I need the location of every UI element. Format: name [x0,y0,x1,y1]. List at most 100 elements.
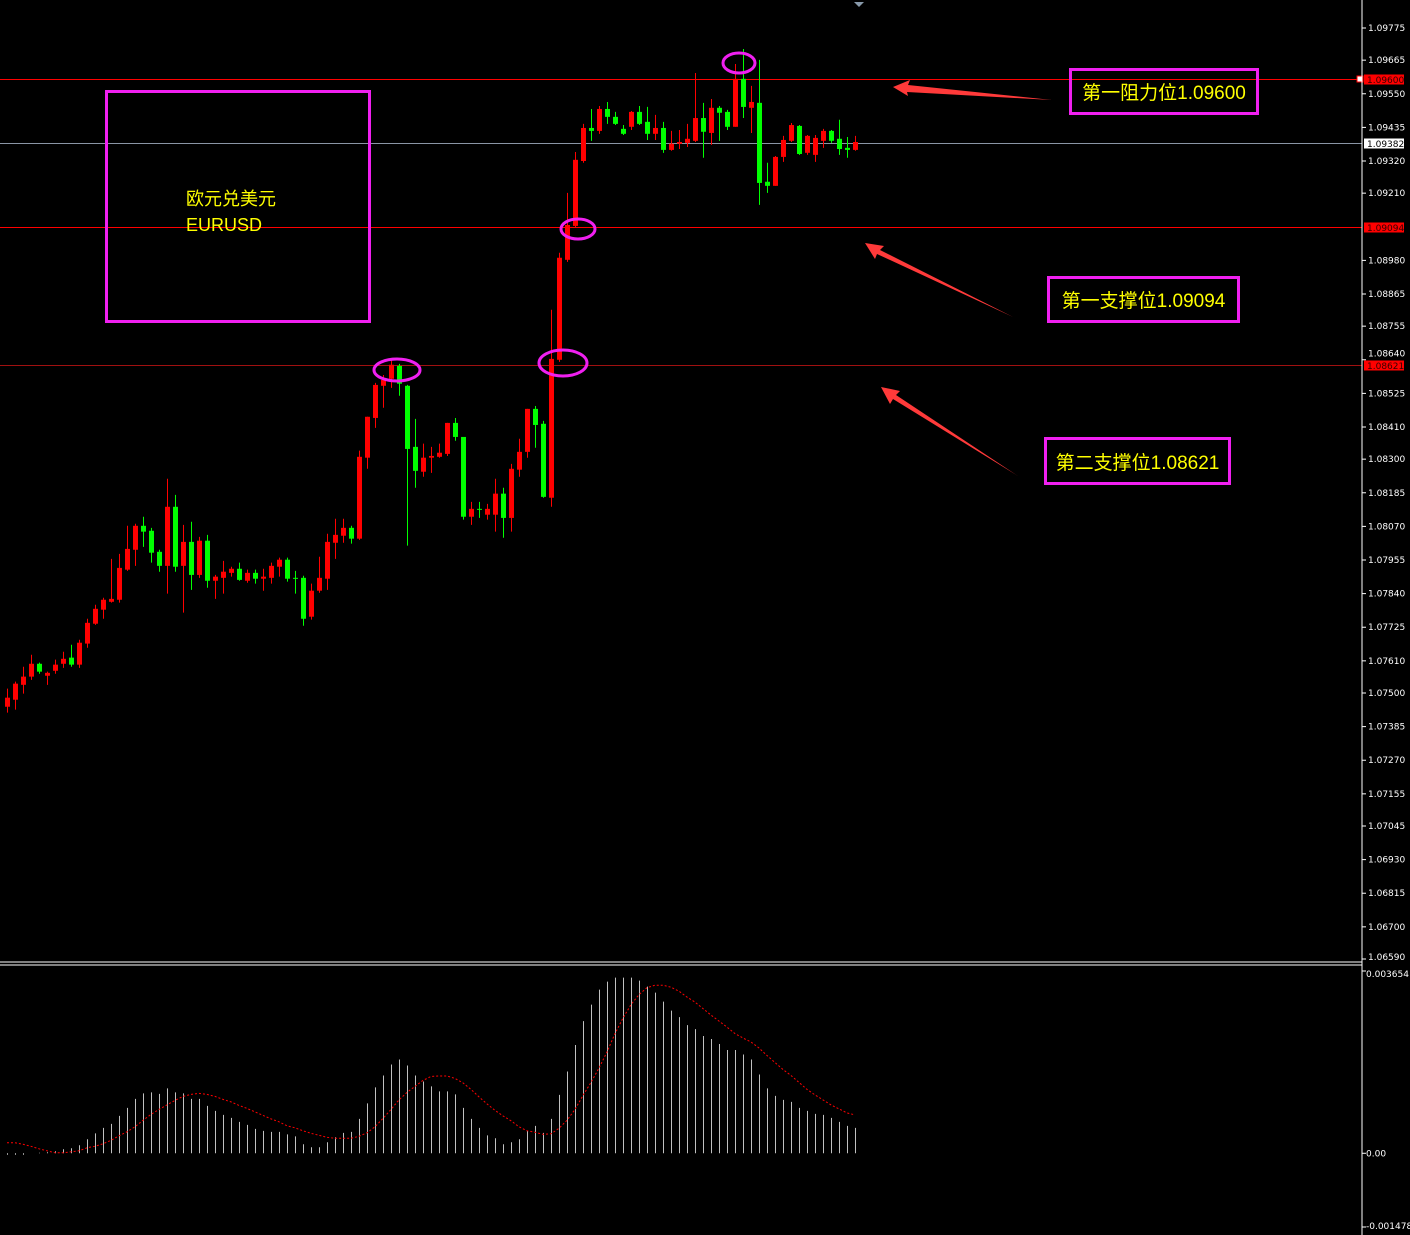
candle-body [765,181,770,186]
candle [645,106,650,140]
candle [37,662,42,674]
symbol-label: 欧元兑美元 EURUSD [186,186,276,238]
candle [637,106,642,126]
candle [661,121,666,153]
candle-body [325,541,330,579]
y-tick-label: 1.08640 [1368,350,1405,360]
candle [133,523,138,566]
candle [389,359,394,388]
y-tick-label: 1.07270 [1368,756,1405,766]
y-tick-label: 1.09775 [1368,24,1405,34]
y-tick-label: 1.07610 [1368,657,1405,667]
candle [693,73,698,142]
ellipse-marker[interactable] [372,357,422,383]
candle [557,252,562,362]
candle-body [237,568,242,580]
y-tick-label: 1.08865 [1368,290,1405,300]
ellipse-marker[interactable] [537,348,589,378]
candle [269,562,274,584]
candle [109,558,114,603]
candle-body [165,506,170,566]
candle-body [629,111,634,127]
candle [821,128,826,148]
candle-body [677,142,682,144]
candle [461,436,466,520]
y-tick-label: 1.08525 [1368,389,1405,399]
candle-body [637,111,642,124]
candle-body [741,78,746,107]
candle-body [605,108,610,117]
candle-body [37,663,42,672]
chart-shift-marker-icon[interactable] [854,2,864,7]
candle-body [717,107,722,113]
candle [485,503,490,520]
candle-body [589,127,594,131]
candle [493,478,498,532]
arrow-icon[interactable] [881,387,1018,476]
candle [749,85,754,133]
candle [341,518,346,543]
candle [125,525,130,571]
price-tag-resistance1 [1364,74,1404,85]
arrows [865,80,1052,476]
candle-body [733,78,738,127]
y-tick-label: 1.08410 [1368,423,1405,433]
candle-body [173,506,178,567]
candle-body [565,225,570,260]
y-tick-label: 1.06930 [1368,856,1405,866]
ellipse-marker[interactable] [559,217,597,241]
y-tick-label: 1.07955 [1368,556,1405,566]
candle-body [357,456,362,539]
candle-body [749,101,754,108]
candle [781,135,786,162]
candle-body [485,508,490,515]
candle [565,192,570,262]
support-2-label[interactable]: 第二支撑位1.08621 [1044,437,1231,485]
candle-body [389,364,394,379]
candle [365,416,370,469]
arrow-icon[interactable] [893,80,1052,100]
line-handle[interactable] [1356,75,1364,83]
candle-body [573,159,578,226]
candle [773,156,778,186]
candle-body [405,385,410,449]
candle [373,382,378,428]
candle [789,123,794,142]
candle [685,123,690,147]
y-tick-label: 1.09210 [1368,189,1405,199]
ellipse-marker[interactable] [721,51,757,75]
candle-body [829,130,834,141]
candle [53,659,58,674]
y-tick-label: 1.08755 [1368,322,1405,332]
candle [181,524,186,613]
candle [333,518,338,559]
candle-body [5,697,10,707]
candle-body [285,559,290,579]
candle [669,130,674,151]
candle [853,135,858,151]
candles [5,49,858,713]
candle [605,101,610,124]
price-axis[interactable]: 1.09775 1.09665 1.09550 1.09435 1.09320 1.092… [1362,24,1405,963]
symbol-box[interactable]: 欧元兑美元 EURUSD [105,90,371,323]
candle-body [53,664,58,671]
candle [45,671,50,685]
arrow-icon[interactable] [865,243,1013,317]
candle [453,417,458,441]
candle [349,525,354,544]
y-tick-label: 1.08070 [1368,522,1405,532]
candle-body [333,534,338,543]
candle-body [21,676,26,685]
candle [805,134,810,155]
candle-body [365,416,370,458]
candle-body [821,130,826,141]
support-1-label[interactable]: 第一支撑位1.09094 [1047,276,1240,323]
candle [741,49,746,119]
candle [85,618,90,648]
candle-body [101,599,106,610]
candle-body [429,455,434,458]
y-tick-label: 1.07725 [1368,623,1405,633]
candle [101,597,106,619]
resistance-1-label[interactable]: 第一阻力位1.09600 [1069,68,1259,115]
